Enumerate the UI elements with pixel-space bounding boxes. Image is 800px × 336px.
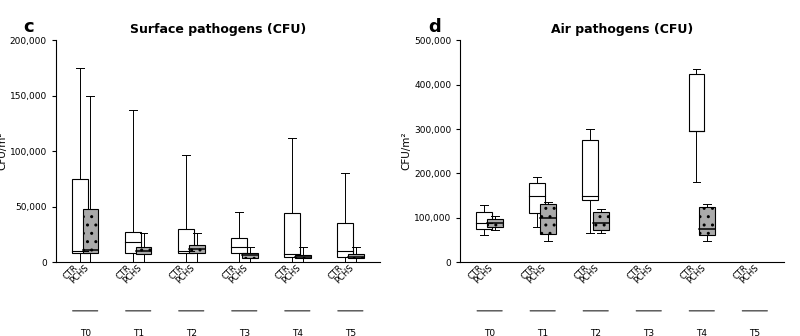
Bar (530, 183, 546, 213)
Bar (178, 229, 194, 253)
Bar (189, 245, 205, 253)
Title: Surface pathogens (CFU): Surface pathogens (CFU) (130, 24, 306, 36)
Bar (540, 204, 556, 234)
Y-axis label: CFU/m²: CFU/m² (0, 132, 7, 170)
Text: T1: T1 (537, 329, 548, 336)
Title: Air pathogens (CFU): Air pathogens (CFU) (551, 24, 694, 36)
Text: d: d (428, 18, 441, 36)
Text: T3: T3 (238, 329, 250, 336)
Bar (242, 253, 258, 258)
Bar (337, 223, 353, 257)
Text: T2: T2 (590, 329, 602, 336)
Bar (231, 238, 247, 253)
Text: T0: T0 (80, 329, 90, 336)
Bar (125, 232, 141, 253)
Bar (487, 219, 503, 226)
Y-axis label: CFU/m²: CFU/m² (402, 132, 411, 170)
Bar (284, 213, 300, 257)
Text: T1: T1 (133, 329, 144, 336)
Bar (476, 212, 492, 229)
Text: T0: T0 (484, 329, 495, 336)
Bar (348, 254, 364, 258)
Bar (689, 74, 705, 131)
Bar (135, 247, 151, 254)
Bar (294, 255, 310, 258)
Text: T4: T4 (292, 329, 303, 336)
Bar (82, 209, 98, 253)
Text: c: c (24, 18, 34, 36)
Text: T5: T5 (750, 329, 760, 336)
Bar (699, 207, 715, 235)
Text: T4: T4 (696, 329, 707, 336)
Text: T5: T5 (345, 329, 356, 336)
Bar (593, 212, 609, 230)
Bar (72, 179, 88, 253)
Text: T3: T3 (643, 329, 654, 336)
Text: T2: T2 (186, 329, 197, 336)
Bar (582, 140, 598, 200)
